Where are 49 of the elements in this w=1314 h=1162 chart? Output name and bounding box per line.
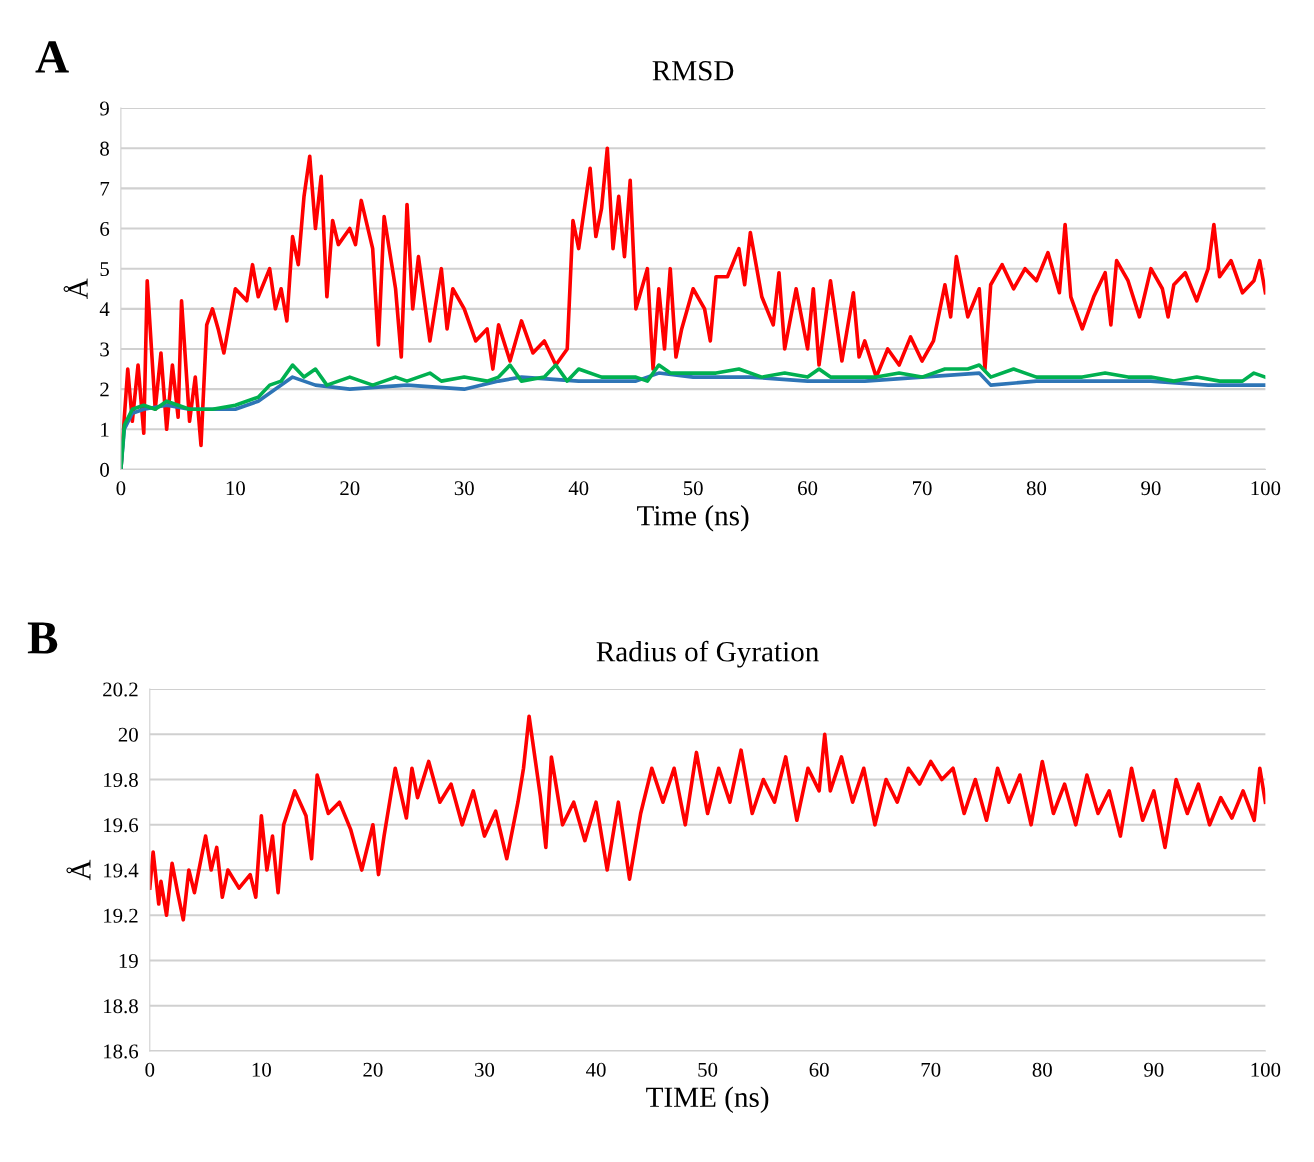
x-tick-label: 60: [798, 481, 818, 496]
y-tick-label: 19.2: [104, 908, 138, 923]
text: B: [27, 622, 58, 654]
chart-title: Radius of Gyration: [596, 640, 819, 668]
x-tick-label: 50: [698, 1062, 718, 1077]
y-tick-label: 18.6: [104, 1044, 139, 1059]
y-tick-label: 18.8: [104, 999, 138, 1014]
y-tick-label: 6: [100, 221, 110, 236]
x-axis-title: TIME (ns): [646, 1086, 769, 1114]
x-tick-label: 30: [454, 481, 474, 496]
y-tick-label: 7: [100, 181, 110, 196]
x-tick-label: 40: [586, 1062, 606, 1077]
x-tick-label: 0: [145, 1062, 155, 1077]
x-tick-label: 90: [1144, 1062, 1164, 1077]
y-axis-title: Å: [66, 859, 91, 881]
y-tick-label: 2: [100, 382, 109, 397]
y-tick-label: 9: [100, 101, 109, 116]
y-tick-label: 19.6: [104, 818, 139, 833]
x-axis-title: Time (ns): [637, 505, 749, 532]
y-tick-label: 5: [100, 262, 109, 277]
y-tick-label: 3: [100, 342, 109, 357]
y-tick-label: 19: [119, 953, 138, 968]
chart-title: RMSD: [652, 60, 734, 81]
x-tick-label: 10: [252, 1062, 271, 1077]
y-tick-label: 19.4: [104, 863, 139, 878]
x-tick-label: 10: [226, 481, 245, 496]
y-axis-title: Å: [63, 278, 88, 299]
x-tick-label: 30: [475, 1062, 495, 1077]
line-series: [149, 714, 1266, 922]
x-tick-label: 20: [340, 481, 360, 496]
y-tick-label: 19.8: [104, 772, 138, 788]
y-tick-label: 4: [99, 302, 110, 317]
x-tick-label: 70: [912, 481, 932, 496]
x-tick-label: 70: [921, 1062, 941, 1077]
text: A: [35, 41, 69, 73]
x-tick-label: 40: [568, 481, 589, 496]
x-tick-label: 80: [1032, 1062, 1052, 1077]
x-tick-label: 90: [1141, 481, 1161, 496]
y-tick-label: 20.2: [103, 682, 138, 697]
x-tick-label: 50: [683, 481, 703, 496]
x-tick-label: 20: [363, 1062, 383, 1077]
x-tick-label: 100: [1251, 1062, 1281, 1077]
y-tick-label: 20: [118, 727, 138, 742]
x-tick-label: 60: [809, 1062, 829, 1077]
y-tick-label: 8: [100, 141, 109, 156]
x-tick-label: 80: [1026, 481, 1047, 496]
y-tick-label: 0: [100, 462, 109, 477]
y-tick-label: 1: [101, 422, 109, 437]
x-tick-label: 100: [1251, 481, 1281, 496]
